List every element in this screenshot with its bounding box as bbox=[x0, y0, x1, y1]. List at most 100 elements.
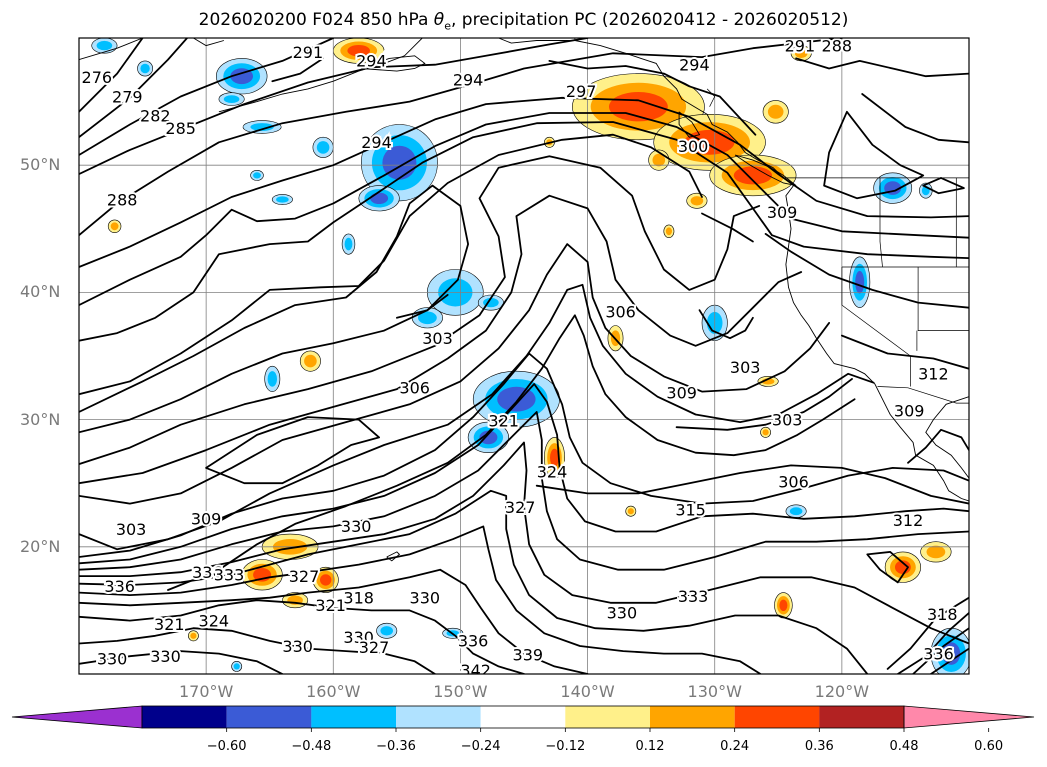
precip-blob bbox=[312, 566, 339, 593]
theta-e-contour bbox=[841, 334, 969, 370]
contour-label: 330 bbox=[282, 637, 313, 656]
precip-level bbox=[233, 663, 240, 670]
contour-label: 330 bbox=[341, 517, 372, 536]
theta-e-contour bbox=[764, 233, 969, 309]
colorbar-tick-label: 0.60 bbox=[974, 739, 1004, 754]
theta-e-contour bbox=[861, 93, 969, 144]
precip-level bbox=[550, 448, 559, 467]
precip-blob bbox=[849, 256, 871, 308]
colorbar-segment bbox=[396, 706, 481, 728]
theta-e-contour bbox=[79, 38, 589, 175]
colorbar-tick-label: −0.12 bbox=[545, 739, 586, 754]
latitude-label: 30°N bbox=[20, 409, 61, 429]
political-border bbox=[877, 386, 969, 404]
contour-label: 330 bbox=[97, 650, 128, 669]
title-subscript: e bbox=[444, 19, 451, 33]
precip-level bbox=[497, 386, 536, 412]
theta-e-contour bbox=[907, 428, 969, 464]
contour-label: 303 bbox=[422, 329, 453, 348]
theta-e-contour bbox=[79, 112, 969, 306]
contour-label: 333 bbox=[678, 587, 709, 606]
precip-level bbox=[926, 545, 946, 559]
theta-e-contour bbox=[823, 110, 925, 200]
precip-blob bbox=[241, 559, 283, 591]
contour-label: 300 bbox=[678, 137, 709, 156]
precip-level bbox=[276, 196, 289, 203]
chart-title: 2026020200 F024 850 hPa θe, precipitatio… bbox=[0, 10, 1047, 32]
precip-level bbox=[767, 104, 784, 119]
theta-e-contour bbox=[886, 596, 969, 670]
theta-e-contour bbox=[79, 243, 830, 505]
theta-e-contour bbox=[79, 627, 436, 674]
theta-e-contour bbox=[79, 155, 761, 465]
contour-label: 303 bbox=[116, 520, 147, 539]
contour-label: 276 bbox=[82, 68, 113, 87]
contour-label: 309 bbox=[666, 384, 697, 403]
colorbar-tick-label: −0.36 bbox=[376, 739, 416, 754]
precip-level bbox=[190, 632, 197, 639]
colorbar-tick-label: −0.48 bbox=[291, 739, 332, 754]
coastline bbox=[498, 38, 969, 502]
political-border bbox=[706, 88, 716, 107]
colorbar-tick-label: 0.36 bbox=[804, 739, 834, 754]
contour-label: 309 bbox=[191, 510, 222, 529]
theta-e-contour bbox=[79, 352, 969, 558]
theta-e-contours bbox=[79, 38, 969, 674]
precip-blob bbox=[774, 592, 793, 619]
precip-blob bbox=[231, 661, 243, 672]
contour-label: 294 bbox=[361, 133, 392, 152]
contour-label: 288 bbox=[107, 190, 138, 209]
precip-blob bbox=[663, 224, 675, 239]
precip-level bbox=[370, 192, 389, 204]
contour-label: 312 bbox=[918, 365, 949, 384]
contour-label: 336 bbox=[192, 563, 223, 582]
title-prefix: 2026020200 F024 850 hPa bbox=[198, 10, 434, 30]
contour-label: 291 bbox=[785, 36, 816, 55]
contour-label: 324 bbox=[537, 463, 568, 482]
colorbar-outline bbox=[141, 705, 905, 729]
contour-label: 330 bbox=[343, 628, 374, 647]
theta-e-contour bbox=[396, 294, 449, 319]
precip-level bbox=[250, 123, 274, 131]
theta-e-contour bbox=[79, 383, 969, 565]
colorbar-tick-label: −0.24 bbox=[460, 739, 501, 754]
contour-label: 324 bbox=[199, 611, 230, 630]
coastline bbox=[925, 396, 969, 479]
precip-level bbox=[684, 129, 735, 155]
theta-e-contour bbox=[866, 551, 909, 584]
contour-label: 294 bbox=[356, 52, 387, 71]
contour-label: 303 bbox=[772, 410, 803, 429]
precip-blob bbox=[271, 194, 293, 205]
contour-label: 288 bbox=[822, 36, 853, 55]
contour-label: 330 bbox=[410, 589, 441, 608]
colorbar-extend-high bbox=[903, 705, 1035, 729]
contour-label: 306 bbox=[778, 473, 809, 492]
precip-blob bbox=[242, 120, 282, 134]
theta-e-contour bbox=[79, 525, 762, 674]
theta-e-contour bbox=[79, 441, 969, 645]
theta-e-contour bbox=[205, 416, 380, 485]
precip-level bbox=[479, 430, 498, 445]
precip-level bbox=[267, 371, 277, 387]
theta-e-contour bbox=[79, 283, 875, 551]
precip-blob bbox=[760, 426, 771, 438]
contour-label: 327 bbox=[505, 498, 536, 517]
precip-blob bbox=[187, 630, 199, 642]
coastline bbox=[193, 38, 225, 47]
latitude-label: 20°N bbox=[20, 536, 61, 556]
precip-blob bbox=[91, 38, 118, 54]
contour-label: 330 bbox=[607, 604, 638, 623]
contour-label: 321 bbox=[488, 412, 519, 431]
longitude-label: 140°W bbox=[560, 682, 615, 701]
precip-blob bbox=[884, 551, 922, 583]
precip-blob bbox=[107, 219, 122, 234]
precip-level bbox=[665, 227, 673, 236]
longitude-label: 160°W bbox=[306, 682, 361, 701]
precip-blob bbox=[873, 172, 913, 204]
colorbar-segment bbox=[565, 706, 650, 728]
precip-blob bbox=[358, 185, 400, 212]
colorbar-tick-label: 0.24 bbox=[720, 739, 750, 754]
precip-level bbox=[140, 63, 150, 74]
precip-level bbox=[789, 507, 803, 516]
theta-e-contour bbox=[79, 650, 284, 674]
